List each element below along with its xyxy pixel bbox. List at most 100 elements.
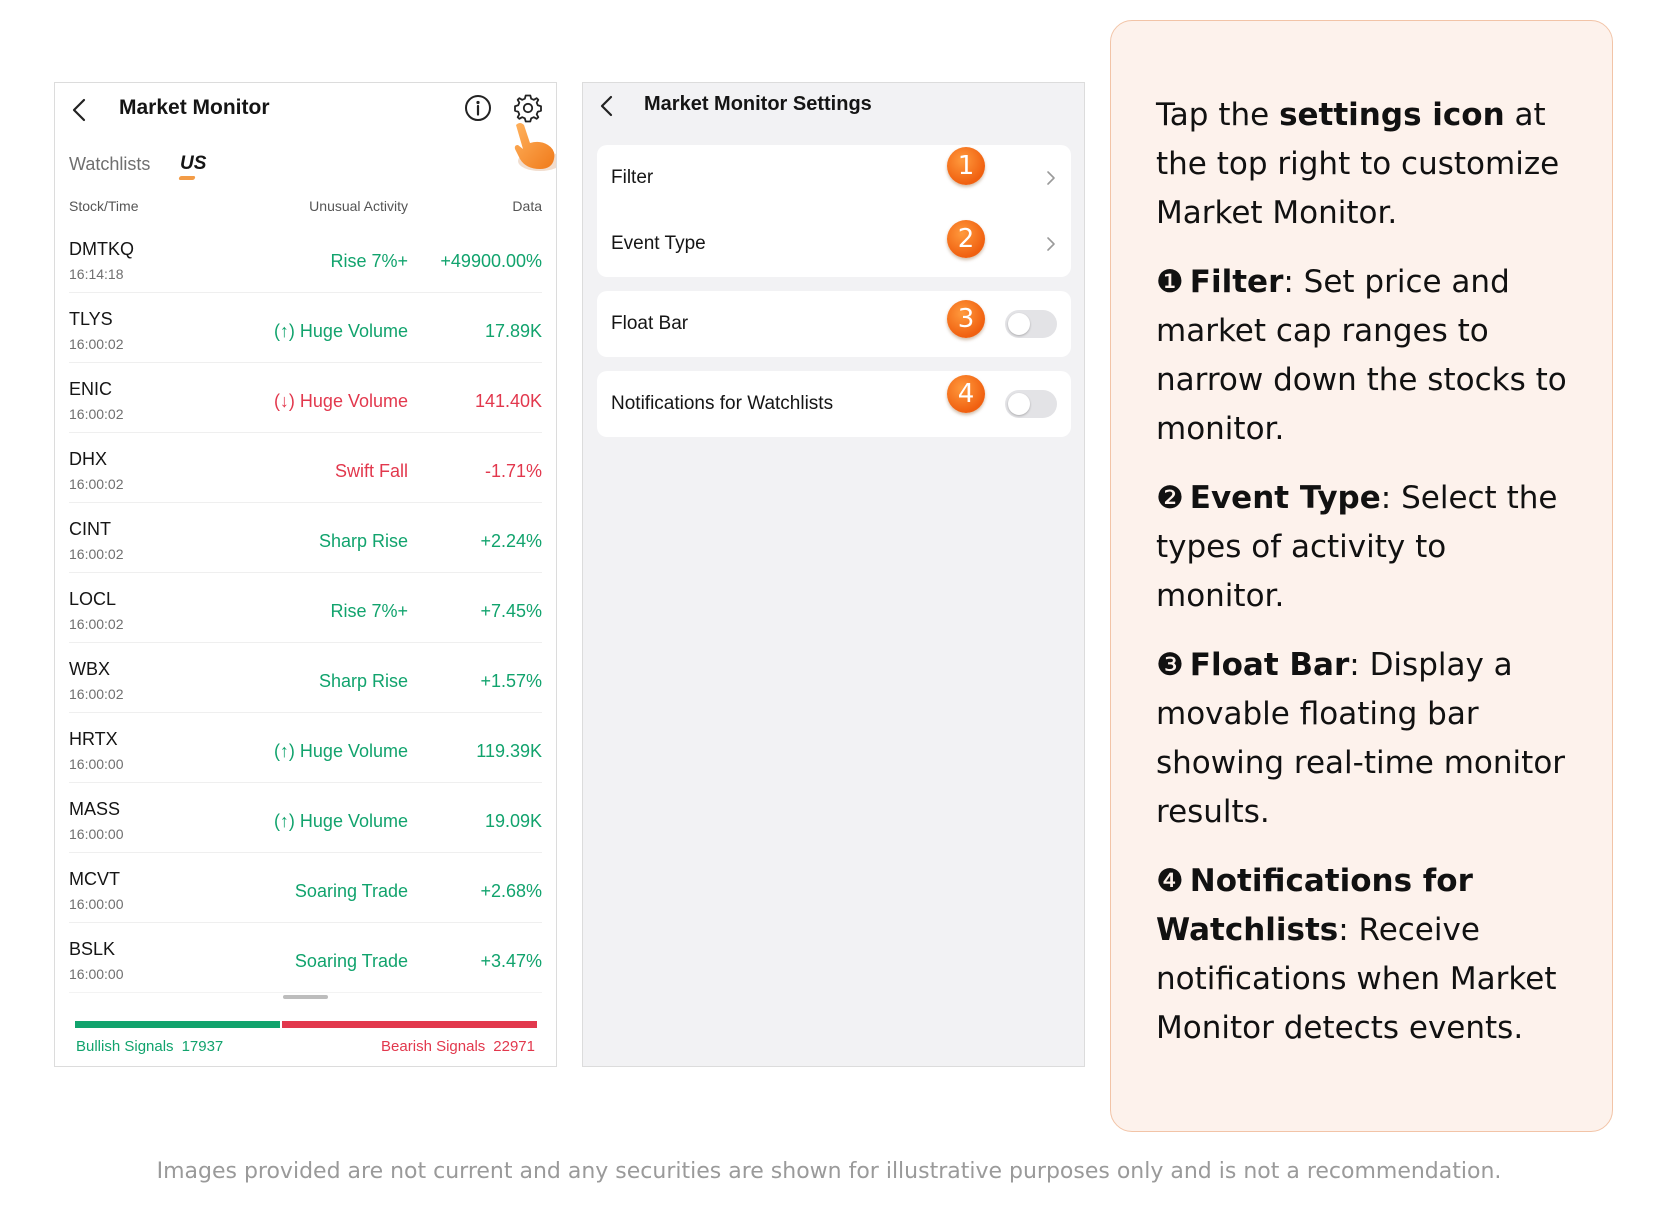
point-title: Notifications for Watchlists xyxy=(1156,863,1473,948)
setting-label: Notifications for Watchlists xyxy=(611,393,834,414)
bullish-bar xyxy=(75,1021,280,1028)
bearish-signals: Bearish Signals 22971 xyxy=(381,1038,535,1055)
activity-type: (↑) Huge Volume xyxy=(273,741,408,761)
header: Market Monitor xyxy=(55,83,556,171)
column-header-stock: Stock/Time xyxy=(69,198,139,214)
table-row[interactable]: BSLK 16:00:00 Soaring Trade +3.47% xyxy=(69,923,542,993)
setting-row: Notifications for Watchlists 4 xyxy=(597,371,1071,437)
setting-notifications: Notifications for Watchlists 4 xyxy=(597,371,1071,437)
chevron-right-icon xyxy=(1047,171,1055,185)
list-fade xyxy=(55,983,556,1023)
table-row[interactable]: DHX 16:00:02 Swift Fall -1.71% xyxy=(69,433,542,503)
point-number: ❸ xyxy=(1156,647,1184,683)
market-monitor-screen: Market Monitor xyxy=(54,82,557,1067)
setting-filter[interactable]: Filter 1 xyxy=(597,145,1071,211)
timestamp: 16:00:02 xyxy=(69,476,124,492)
symbol: BSLK xyxy=(69,939,116,959)
symbol: DHX xyxy=(69,449,108,469)
setting-float-bar: Float Bar 3 xyxy=(597,291,1071,357)
float-bar-toggle[interactable] xyxy=(1005,310,1057,338)
tab-watchlists[interactable]: Watchlists xyxy=(69,154,151,174)
activity-value: 141.40K xyxy=(474,391,542,411)
signal-ratio-bar xyxy=(75,1021,537,1028)
point-event-type: ❷ Event Type: Select the types of activit… xyxy=(1156,474,1572,621)
point-number: ❹ xyxy=(1156,863,1184,899)
timestamp: 16:00:02 xyxy=(69,546,124,562)
table-row[interactable]: MASS 16:00:00 (↑) Huge Volume 19.09K xyxy=(69,783,542,853)
intro-bold: settings icon xyxy=(1279,97,1505,133)
pointing-hand-icon xyxy=(506,119,556,175)
settings-button[interactable] xyxy=(512,92,544,124)
activity-value: +1.57% xyxy=(480,671,542,691)
step-badge: 3 xyxy=(947,300,985,338)
table-row[interactable]: TLYS 16:00:02 (↑) Huge Volume 17.89K xyxy=(69,293,542,363)
step-badge: 1 xyxy=(947,147,985,185)
point-text: : Set price and market cap ranges to nar… xyxy=(1156,264,1567,447)
point-number: ❶ xyxy=(1156,264,1184,300)
point-text: : Display a movable floating bar showing… xyxy=(1156,647,1566,830)
activity-type: (↑) Huge Volume xyxy=(273,811,408,831)
table-row[interactable]: WBX 16:00:02 Sharp Rise +1.57% xyxy=(69,643,542,713)
bearish-bar xyxy=(282,1021,537,1028)
info-icon xyxy=(465,95,491,121)
activity-value: -1.71% xyxy=(484,461,542,481)
activity-type: Rise 7%+ xyxy=(330,601,408,621)
activity-type: Soaring Trade xyxy=(294,881,408,901)
symbol: DMTKQ xyxy=(69,239,134,259)
bearish-label: Bearish Signals xyxy=(381,1038,486,1055)
timestamp: 16:00:00 xyxy=(69,826,124,842)
table-row[interactable]: CINT 16:00:02 Sharp Rise +2.24% xyxy=(69,503,542,573)
point-filter: ❶ Filter: Set price and market cap ranges… xyxy=(1156,258,1572,454)
activity-type: (↓) Huge Volume xyxy=(273,391,408,411)
header: Market Monitor Settings xyxy=(583,83,1084,133)
toggle-knob xyxy=(1008,393,1030,415)
timestamp: 16:00:02 xyxy=(69,406,124,422)
symbol: HRTX xyxy=(69,729,118,749)
symbol: LOCL xyxy=(69,589,117,609)
settings-screen: Market Monitor Settings Filter 1 Event T… xyxy=(582,82,1085,1067)
back-button[interactable] xyxy=(595,92,621,120)
tab-us[interactable]: US xyxy=(180,153,207,174)
point-number: ❷ xyxy=(1156,480,1184,516)
activity-value: +7.45% xyxy=(480,601,542,621)
settings-group: Filter 1 Event Type 2 xyxy=(597,145,1071,277)
table-row[interactable]: HRTX 16:00:00 (↑) Huge Volume 119.39K xyxy=(69,713,542,783)
chevron-left-icon xyxy=(72,98,86,122)
timestamp: 16:00:02 xyxy=(69,616,124,632)
active-tab-indicator xyxy=(178,176,196,180)
drag-handle[interactable] xyxy=(283,995,328,999)
activity-type: (↑) Huge Volume xyxy=(273,321,408,341)
symbol: WBX xyxy=(69,659,111,679)
bullish-count: 17937 xyxy=(181,1038,224,1055)
setting-event-type[interactable]: Event Type 2 xyxy=(597,211,1071,277)
chevron-right-icon xyxy=(1047,237,1055,251)
step-badge: 4 xyxy=(947,375,985,413)
step-badge: 2 xyxy=(947,220,985,258)
setting-label: Event Type xyxy=(611,233,706,254)
chevron-left-icon xyxy=(600,95,613,117)
back-button[interactable] xyxy=(67,95,95,125)
point-title: Filter xyxy=(1189,264,1284,300)
table-row[interactable]: DMTKQ 16:14:18 Rise 7%+ +49900.00% xyxy=(69,223,542,293)
point-title: Float Bar xyxy=(1189,647,1350,683)
activity-value: 19.09K xyxy=(484,811,542,831)
bearish-count: 22971 xyxy=(493,1038,535,1055)
page-title: Market Monitor Settings xyxy=(644,93,872,115)
activity-value: +2.68% xyxy=(480,881,542,901)
point-text: : Receive notifications when Market Moni… xyxy=(1156,912,1557,1046)
disclaimer: Images provided are not current and any … xyxy=(156,1159,1502,1184)
timestamp: 16:14:18 xyxy=(69,266,124,282)
info-button[interactable] xyxy=(463,93,493,123)
table-row[interactable]: ENIC 16:00:02 (↓) Huge Volume 141.40K xyxy=(69,363,542,433)
column-header-data: Data xyxy=(512,198,542,214)
activity-value: 119.39K xyxy=(476,741,542,761)
toggle-knob xyxy=(1008,313,1030,335)
timestamp: 16:00:00 xyxy=(69,966,124,982)
column-header-activity: Unusual Activity xyxy=(309,198,408,214)
table-row[interactable]: LOCL 16:00:02 Rise 7%+ +7.45% xyxy=(69,573,542,643)
table-row[interactable]: MCVT 16:00:00 Soaring Trade +2.68% xyxy=(69,853,542,923)
activity-list: DMTKQ 16:14:18 Rise 7%+ +49900.00% TLYS 16:0… xyxy=(55,223,556,993)
activity-type: Sharp Rise xyxy=(318,531,408,551)
timestamp: 16:00:00 xyxy=(69,756,124,772)
notifications-toggle[interactable] xyxy=(1005,390,1057,418)
